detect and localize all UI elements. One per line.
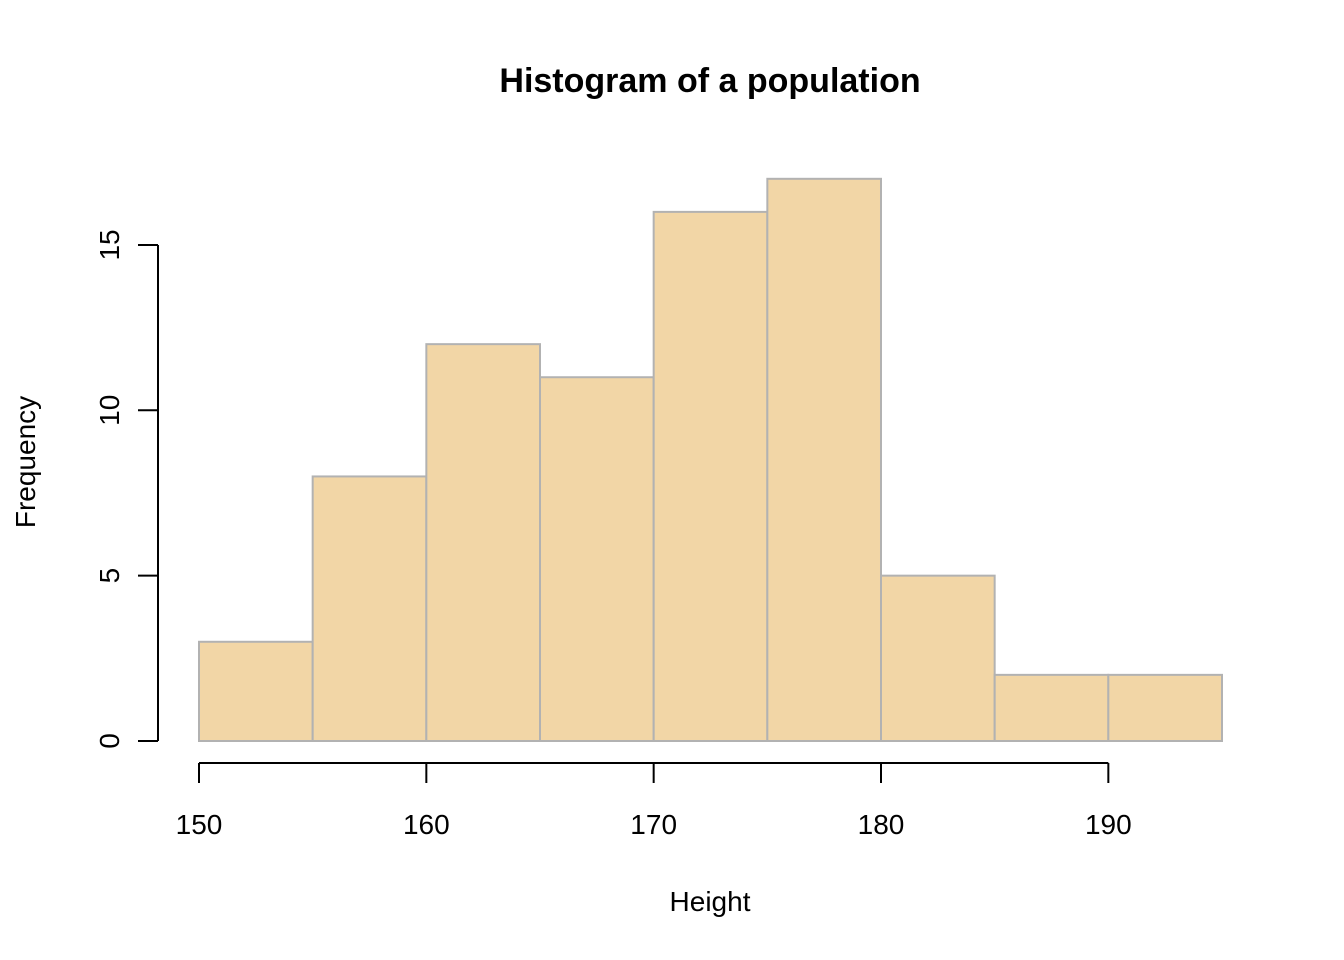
x-tick-label: 170 xyxy=(630,809,677,840)
x-axis-ticks: 150 160 170 180 190 xyxy=(176,763,1132,840)
x-axis-label: Height xyxy=(670,886,751,917)
y-tick-label: 0 xyxy=(94,733,125,749)
histogram-bar xyxy=(880,574,996,743)
x-tick-label: 160 xyxy=(403,809,450,840)
y-axis-label: Frequency xyxy=(10,396,41,528)
histogram-bar xyxy=(766,177,882,742)
histogram-bar xyxy=(539,376,655,742)
histogram-bar xyxy=(652,210,769,742)
x-tick-label: 190 xyxy=(1085,809,1132,840)
histogram-bar xyxy=(198,640,314,742)
y-tick-label: 15 xyxy=(94,229,125,260)
bars-group xyxy=(198,177,1224,743)
histogram-bar xyxy=(1107,673,1224,742)
chart-title: Histogram of a population xyxy=(499,62,920,100)
y-axis-ticks: 0 5 10 15 xyxy=(94,229,158,749)
histogram-bar xyxy=(311,475,428,742)
y-tick-label: 10 xyxy=(94,395,125,426)
histogram-bar xyxy=(425,343,542,742)
x-tick-label: 180 xyxy=(858,809,905,840)
histogram-bar xyxy=(993,673,1110,742)
x-tick-label: 150 xyxy=(176,809,223,840)
y-tick-label: 5 xyxy=(94,568,125,584)
